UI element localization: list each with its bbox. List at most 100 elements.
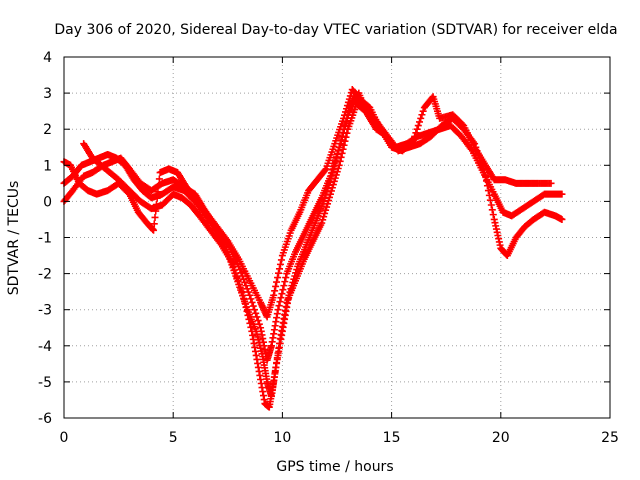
data-point	[334, 147, 342, 155]
y-tick-labels: -6 -5 -4 -3 -2 -1 0 1 2 3 4	[38, 50, 52, 427]
data-point	[335, 161, 343, 169]
data-point	[281, 278, 289, 286]
data-point	[229, 262, 237, 270]
data-point	[274, 306, 282, 314]
data-point	[324, 200, 332, 208]
data-point	[416, 118, 424, 126]
data-point	[228, 259, 236, 267]
data-point	[370, 118, 378, 126]
data-point	[478, 161, 486, 169]
data-point	[239, 291, 247, 299]
data-point	[246, 319, 254, 327]
data-point	[282, 274, 290, 282]
data-point	[323, 203, 331, 211]
y-tick-label: -2	[38, 267, 52, 283]
data-point	[278, 290, 286, 298]
data-point	[558, 215, 566, 223]
data-point	[338, 132, 346, 140]
data-point	[325, 181, 333, 189]
data-point	[335, 143, 343, 151]
data-point	[327, 175, 335, 183]
data-point	[248, 298, 256, 306]
data-point	[240, 295, 248, 303]
data-point	[338, 149, 346, 157]
data-point	[482, 177, 490, 185]
data-point	[487, 201, 495, 209]
data-point	[484, 187, 492, 195]
data-point	[329, 181, 337, 189]
data-point	[485, 191, 493, 199]
data-point	[254, 317, 262, 325]
data-point	[333, 168, 341, 176]
data-point	[246, 291, 254, 299]
y-tick-label: -6	[38, 411, 52, 427]
data-point	[242, 303, 250, 311]
data-point	[488, 206, 496, 214]
data-point	[418, 111, 426, 119]
x-axis-label: GPS time / hours	[276, 459, 393, 475]
x-tick-label: 0	[60, 430, 69, 446]
data-point	[252, 309, 260, 317]
data-point	[242, 282, 250, 290]
x-tick-labels: 0 5 10 15 20 25	[60, 430, 619, 446]
x-tick-label: 20	[492, 430, 510, 446]
data-point	[238, 288, 246, 296]
data-point	[547, 179, 555, 187]
data-point	[486, 196, 494, 204]
data-point	[345, 107, 353, 115]
y-tick-label: 0	[43, 194, 52, 210]
data-point	[276, 260, 284, 268]
data-point	[277, 294, 285, 302]
data-point	[477, 158, 485, 166]
data-point	[241, 299, 249, 307]
data-point	[336, 157, 344, 165]
data-point	[340, 141, 348, 149]
data-point	[322, 191, 330, 199]
data-point	[341, 137, 349, 145]
grid-lines	[64, 57, 610, 418]
x-tick-label: 10	[273, 430, 291, 446]
data-point	[411, 132, 419, 140]
data-point	[412, 129, 420, 137]
data-point	[237, 284, 245, 292]
data-point	[558, 190, 566, 198]
y-tick-label: 3	[43, 86, 52, 102]
data-point	[320, 213, 328, 221]
y-tick-label: -1	[38, 231, 52, 247]
data-point	[327, 187, 335, 195]
data-point	[326, 178, 334, 186]
data-point	[245, 315, 253, 323]
data-point	[255, 320, 263, 328]
data-point	[342, 133, 350, 141]
data-point	[280, 282, 288, 290]
y-tick-label: -3	[38, 303, 52, 319]
data-point	[417, 114, 425, 122]
data-point	[329, 169, 337, 177]
data-point	[333, 154, 341, 162]
series-track-4	[80, 100, 378, 411]
data-point	[339, 145, 347, 153]
data-point	[322, 206, 330, 214]
data-point	[153, 194, 161, 202]
data-point	[341, 122, 349, 130]
data-point	[328, 184, 336, 192]
data-point	[419, 107, 427, 115]
data-point	[279, 286, 287, 294]
y-tick-label: 2	[43, 122, 52, 138]
data-point	[235, 280, 243, 288]
data-point	[489, 211, 497, 219]
data-point	[369, 117, 377, 125]
data-point	[275, 269, 283, 277]
data-point	[244, 311, 252, 319]
data-point	[334, 165, 342, 173]
x-tick-label: 15	[383, 430, 401, 446]
data-point	[319, 216, 327, 224]
data-point	[414, 122, 422, 130]
data-point	[483, 182, 491, 190]
data-point	[231, 266, 239, 274]
data-point	[323, 188, 331, 196]
data-point	[479, 165, 487, 173]
data-point	[475, 154, 483, 162]
y-tick-label: -5	[38, 375, 52, 391]
